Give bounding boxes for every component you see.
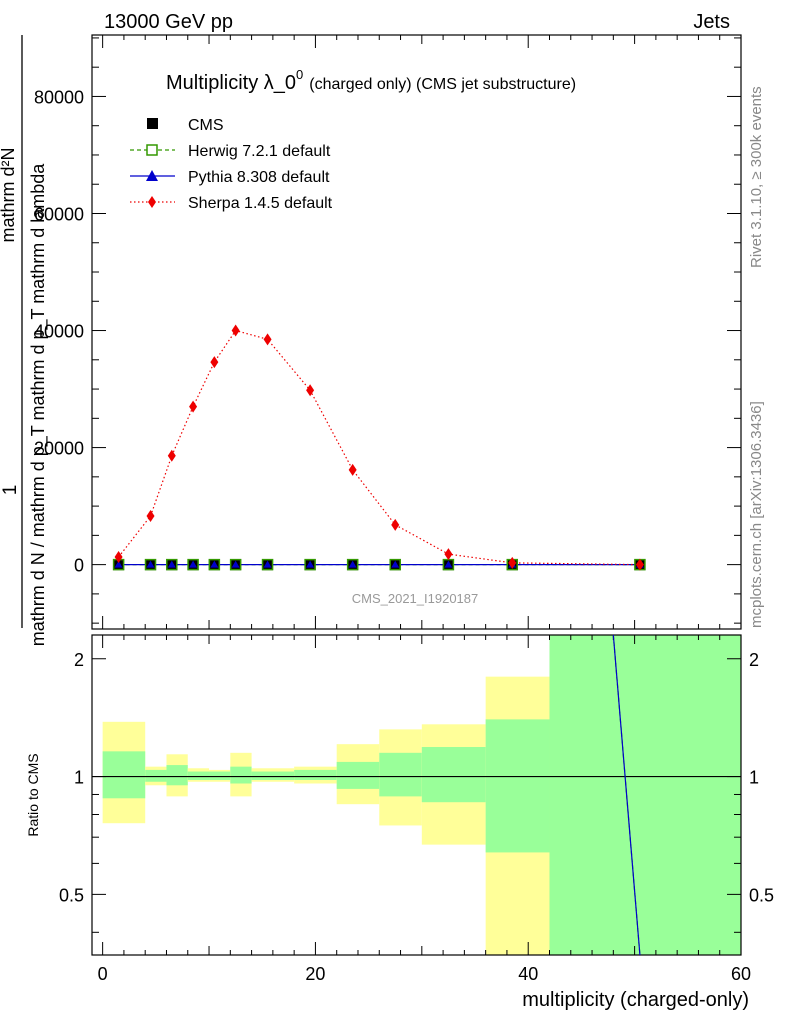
ratio-tick-label-right-2: 2 (749, 650, 759, 670)
ratio-band-inner-6 (251, 771, 295, 780)
sherpa-point-0 (114, 551, 123, 564)
sherpa-point-3 (189, 400, 198, 413)
pythia-point-1 (146, 560, 155, 568)
herwig-point-2 (166, 558, 178, 571)
ratio-band-inner-7 (294, 769, 337, 780)
herwig-point-9 (389, 558, 401, 571)
axis-ticks: 0 20 40 60 0 20000 40000 60000 80000 0.5 0.5 1 1 2 2 (34, 35, 774, 984)
ratio-band-inner-10 (421, 747, 486, 803)
sherpa-point-9 (391, 518, 400, 531)
legend-herwig-marker (146, 144, 158, 156)
sherpa-point-1 (146, 510, 155, 523)
sherpa-point-11 (508, 556, 517, 569)
pythia-point-2 (167, 560, 176, 568)
pythia-point-0 (114, 560, 123, 568)
ratio-pythia-line (612, 634, 641, 956)
pythia-point-9 (391, 560, 400, 568)
sherpa-point-2 (167, 449, 176, 462)
y-tick-label-0: 0 (74, 556, 84, 576)
ratio-band-inner-9 (379, 752, 422, 797)
herwig-point-3 (187, 558, 199, 571)
legend-sherpa-label: Sherpa 1.4.5 default (188, 195, 333, 212)
sherpa-point-8 (348, 463, 357, 476)
ratio-band-inner-11 (485, 719, 550, 853)
legend-herwig-label: Herwig 7.2.1 default (188, 143, 331, 160)
y-axis-label-denominator: mathrm d N / mathrm d p_T mathrm d p_T m… (28, 163, 49, 646)
sherpa-point-12 (635, 558, 644, 571)
ratio-y-axis-label: Ratio to CMS (25, 753, 41, 836)
herwig-point-7 (304, 558, 316, 571)
title-main: Multiplicity λ_0 (166, 72, 296, 94)
ratio-tick-label-right-0.5: 0.5 (749, 885, 774, 905)
pythia-point-8 (348, 560, 357, 568)
ratio-band-inner-1 (145, 769, 167, 782)
rivet-label: Rivet 3.1.10, ≥ 300k events (748, 86, 765, 268)
sherpa-point-7 (306, 384, 315, 397)
y-axis-label-one: 1 (0, 485, 21, 496)
herwig-point-8 (346, 558, 359, 571)
sherpa-line (118, 329, 640, 566)
ratio-tick-label-left-0.5: 0.5 (59, 885, 84, 905)
ratio-band-inner-0 (102, 751, 146, 799)
analysis-watermark: CMS_2021_I1920187 (352, 591, 479, 606)
y-axis-label: 1 mathrm d N / mathrm d p_T mathrm d p_T… (0, 35, 49, 646)
ratio-bands (102, 635, 741, 955)
legend-sherpa-marker (148, 196, 156, 208)
herwig-point-5 (229, 558, 242, 571)
title-rest: (charged only) (CMS jet substructure) (309, 76, 576, 93)
sherpa-point-4 (210, 356, 219, 369)
ratio-lines (92, 634, 741, 956)
pythia-point-4 (210, 560, 219, 568)
herwig-point-4 (208, 558, 221, 571)
ratio-tick-label-right-1: 1 (749, 768, 759, 788)
x-tick-label-0: 0 (98, 964, 108, 984)
y-tick-label-40000: 40000 (34, 322, 84, 342)
herwig-point-1 (144, 558, 157, 571)
legend-cms-marker (147, 118, 158, 129)
legend-pythia-label: Pythia 8.308 default (188, 169, 330, 186)
ratio-band-inner-8 (336, 761, 380, 789)
chart-title: Multiplicity λ_00 (charged only) (CMS jet… (166, 67, 576, 94)
pythia-point-3 (189, 560, 198, 568)
sherpa-point-6 (263, 333, 272, 346)
pythia-point-5 (231, 560, 240, 568)
y-tick-label-60000: 60000 (34, 204, 84, 224)
title-sup: 0 (296, 67, 303, 82)
header-left: 13000 GeV pp (104, 11, 233, 33)
herwig-point-6 (261, 558, 274, 571)
ratio-band-inner-3 (187, 771, 210, 780)
legend-cms-label: CMS (188, 117, 224, 134)
x-axis-label: multiplicity (charged-only) (522, 989, 749, 1011)
main-series (112, 324, 646, 571)
sherpa-point-5 (231, 324, 240, 337)
pythia-point-6 (263, 560, 272, 568)
legend: CMS Herwig 7.2.1 default Pythia 8.308 de… (130, 117, 333, 212)
x-tick-label-60: 60 (731, 964, 751, 984)
main-plot-frame (91, 34, 742, 630)
x-tick-label-40: 40 (518, 964, 538, 984)
ratio-band-inner-12 (549, 635, 741, 955)
mcplots-label: mcplots.cern.ch [arXiv:1306.3436] (748, 401, 765, 628)
y-axis-label-numerator: mathrm d²N (0, 147, 18, 242)
x-tick-label-20: 20 (305, 964, 325, 984)
ratio-tick-label-left-1: 1 (74, 768, 84, 788)
ratio-plot-frame (91, 634, 742, 956)
ratio-tick-label-left-2: 2 (74, 650, 84, 670)
ratio-band-inner-4 (209, 771, 231, 780)
ratio-band-inner-2 (166, 765, 188, 786)
pythia-point-10 (444, 560, 453, 568)
legend-pythia-marker (146, 170, 158, 181)
y-tick-label-80000: 80000 (34, 87, 84, 107)
header-right: Jets (693, 11, 730, 33)
pythia-point-7 (306, 560, 315, 568)
ratio-band-inner-5 (230, 766, 252, 784)
sherpa-point-10 (444, 548, 453, 561)
y-tick-label-20000: 20000 (34, 439, 84, 459)
